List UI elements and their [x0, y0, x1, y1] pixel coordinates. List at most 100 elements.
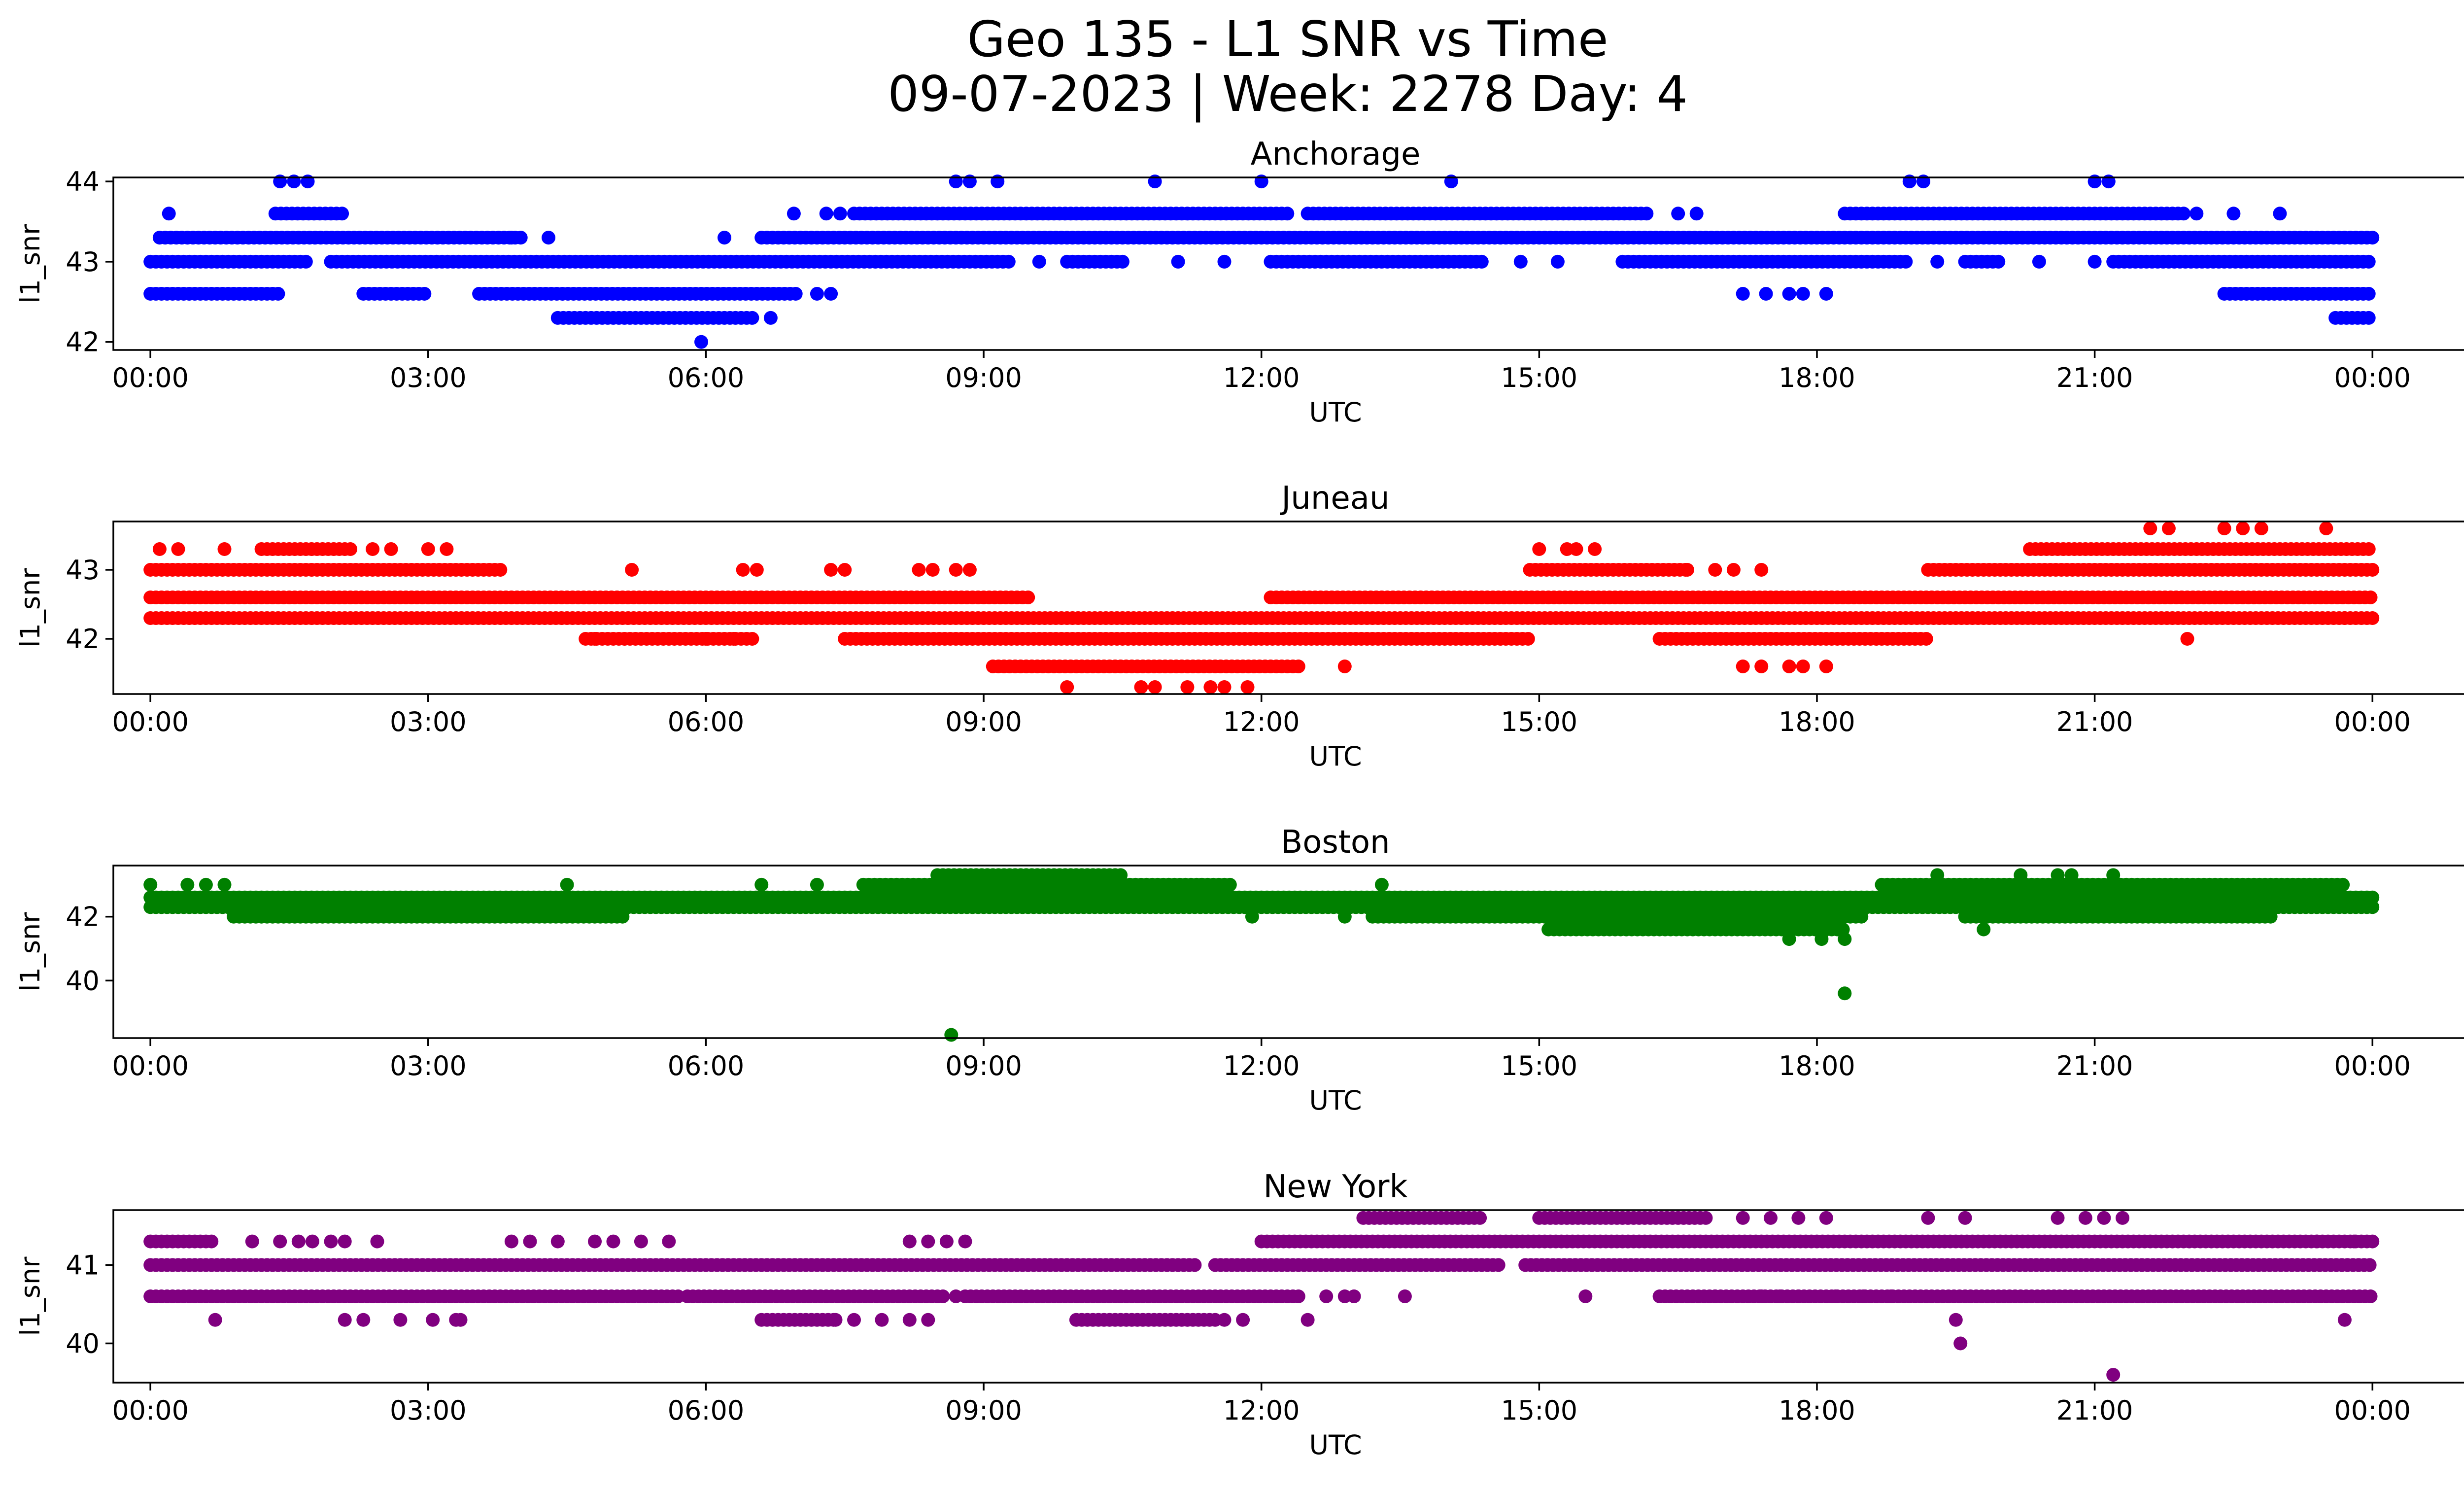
- data-point: [2363, 591, 2378, 604]
- data-point: [523, 1234, 537, 1249]
- data-point: [1977, 922, 1991, 937]
- y-tick-label: 40: [66, 965, 100, 996]
- data-point: [1550, 254, 1565, 269]
- data-point: [2365, 900, 2380, 914]
- data-point: [2361, 542, 2376, 556]
- x-tick-label: 00:00: [112, 1050, 189, 1081]
- data-point: [1782, 660, 1796, 673]
- data-point: [1736, 1211, 1750, 1225]
- data-point: [1949, 1313, 1963, 1327]
- y-tick-label: 41: [66, 1250, 100, 1281]
- data-point: [343, 542, 357, 556]
- axes-frame: [112, 176, 2464, 351]
- data-point: [338, 1313, 352, 1327]
- data-point: [2273, 207, 2287, 221]
- data-point: [1640, 207, 1654, 221]
- data-point: [1203, 680, 1218, 694]
- data-point: [2226, 207, 2241, 221]
- data-point: [1473, 1211, 1487, 1225]
- data-point: [180, 877, 195, 892]
- data-point: [588, 632, 602, 646]
- data-point: [504, 1234, 518, 1249]
- data-point: [2365, 1234, 2380, 1249]
- data-point: [2337, 611, 2352, 625]
- data-point: [2190, 207, 2204, 221]
- data-point: [560, 877, 574, 892]
- data-point: [1764, 1211, 1778, 1225]
- data-point: [1162, 877, 1176, 892]
- data-point: [273, 1234, 287, 1249]
- x-tick-label: 09:00: [945, 1050, 1022, 1081]
- data-point: [1291, 660, 1305, 673]
- data-point: [2097, 1211, 2111, 1225]
- data-point: [726, 632, 741, 646]
- x-tick-label: 00:00: [2334, 1395, 2411, 1426]
- y-tick-label: 43: [66, 246, 100, 278]
- data-point: [1708, 563, 1722, 577]
- data-point: [939, 1234, 954, 1249]
- x-tick-label: 21:00: [2056, 1395, 2133, 1426]
- data-point: [2361, 311, 2376, 325]
- data-point: [1791, 1211, 1806, 1225]
- data-point: [205, 1234, 219, 1249]
- x-tick-label: 21:00: [2056, 362, 2133, 393]
- data-point: [1398, 1289, 1412, 1303]
- scatter-series: [143, 1211, 2380, 1382]
- data-point: [2064, 868, 2079, 882]
- data-point: [1180, 680, 1195, 694]
- x-axis: 00:00 03:00 06:00 09:00 12:00 15:00 18:00 21:00…: [112, 350, 2411, 428]
- scatter-series: [143, 868, 2380, 1042]
- scatter-series: [143, 522, 2380, 694]
- data-point: [2310, 1234, 2324, 1249]
- y-axis-label: l1_snr: [15, 1256, 46, 1336]
- data-point: [338, 1234, 352, 1249]
- data-point: [1148, 680, 1162, 694]
- data-point: [936, 1289, 950, 1303]
- data-point: [1838, 932, 1852, 946]
- data-point: [1491, 1258, 1506, 1272]
- data-point: [2365, 611, 2380, 625]
- data-point: [1134, 680, 1148, 694]
- x-axis-label: UTC: [1309, 1429, 1362, 1460]
- x-tick-label: 09:00: [945, 706, 1022, 737]
- data-point: [1060, 680, 1074, 694]
- data-point: [1217, 680, 1232, 694]
- data-point: [625, 563, 639, 577]
- data-point: [2051, 868, 2065, 882]
- data-point: [1754, 563, 1769, 577]
- data-point: [2177, 207, 2190, 221]
- data-point: [1782, 932, 1796, 946]
- x-tick-label: 00:00: [2334, 706, 2411, 737]
- data-point: [754, 877, 769, 892]
- data-point: [356, 1313, 371, 1327]
- x-axis: 00:00 03:00 06:00 09:00 12:00 15:00 18:00 21:00…: [112, 1038, 2411, 1116]
- data-point: [958, 1234, 972, 1249]
- data-point: [1319, 1289, 1334, 1303]
- data-point: [440, 542, 454, 556]
- x-axis-label: UTC: [1309, 741, 1362, 772]
- x-tick-label: 15:00: [1501, 706, 1578, 737]
- data-point: [417, 287, 432, 301]
- x-axis: 00:00 03:00 06:00 09:00 12:00 15:00 18:00 21:00…: [112, 1383, 2411, 1460]
- data-point: [1884, 1289, 1898, 1303]
- x-tick-label: 09:00: [945, 362, 1022, 393]
- data-point: [1115, 254, 1129, 269]
- data-point: [1796, 660, 1810, 673]
- data-point: [1773, 1289, 1787, 1303]
- data-point: [2361, 287, 2376, 301]
- data-point: [1736, 660, 1750, 673]
- x-tick-label: 09:00: [945, 1395, 1022, 1426]
- data-point: [335, 207, 349, 221]
- data-point: [366, 542, 380, 556]
- x-tick-label: 06:00: [668, 1395, 745, 1426]
- data-point: [2116, 1211, 2129, 1225]
- data-point: [453, 1313, 468, 1327]
- data-point: [1953, 1336, 1968, 1351]
- data-point: [1930, 868, 1945, 882]
- data-point: [2014, 868, 2028, 882]
- data-point: [2336, 877, 2350, 892]
- data-point: [944, 1028, 958, 1042]
